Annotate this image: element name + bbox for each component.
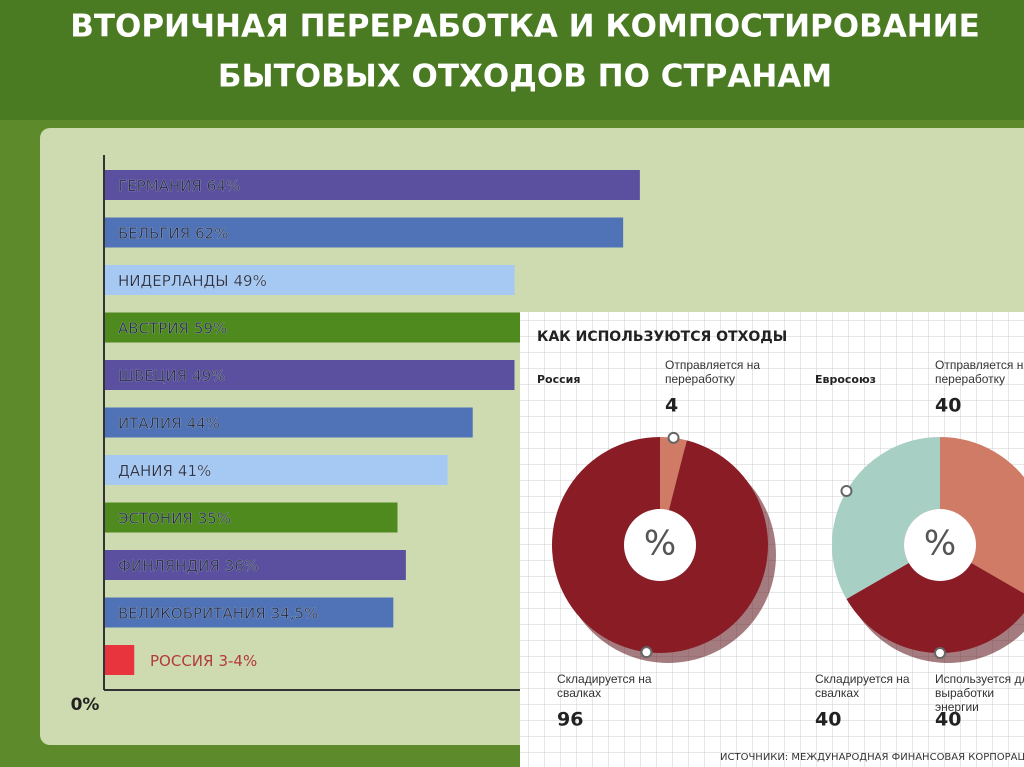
bar [105,312,599,343]
category-label: ДАНИЯ [118,462,173,480]
value-label: 49% [192,367,225,385]
bar-label: ГЕРМАНИЯ 64% [118,177,240,195]
title: ВТОРИЧНАЯ ПЕРЕРАБОТКА И КОМПОСТИРОВАНИЕ [70,9,980,45]
bar-label: ФИНЛЯНДИЯ 36% [118,557,258,575]
bar [105,550,406,580]
slice-label: Используется для выработки энергии [935,672,1024,714]
bar [105,170,640,200]
panel-title: КАК ИСПОЛЬЗУЮТСЯ ОТХОДЫ [537,329,787,345]
value-label: 62% [195,224,228,242]
donut-hole [624,509,696,581]
bar [105,407,473,438]
donut-slice [552,437,769,653]
category-label: РОССИЯ [150,652,213,670]
category-label: ВЕЛИКОБРИТАНИЯ [118,604,266,622]
bar-label: НИДЕРЛАНДЫ 49% [118,272,267,290]
category-label: ШВЕЦИЯ [118,367,187,385]
x-tick-label: 0% [71,695,100,715]
category-label: ГЕРМАНИЯ [118,177,202,195]
slice-value: 40 [935,395,961,417]
bar-label: ЭСТОНИЯ 35% [118,509,231,527]
bar [105,265,515,295]
bar-label: ДАНИЯ 41% [118,462,211,480]
slice-label: Складируется на свалках [557,672,652,700]
center-label: % [924,524,956,564]
value-label: 59% [194,319,227,337]
donut-slice [660,437,687,511]
callout-dot [667,431,680,444]
callout-dot [640,646,653,659]
bar [105,217,624,248]
category-label: ИТАЛИЯ [118,414,182,432]
value-label: 41% [178,462,211,480]
value-label: 49% [234,272,267,290]
category-label: АВСТРИЯ [118,319,189,337]
callout-dot [840,485,853,497]
slice-value: 96 [557,709,583,731]
bar [105,502,398,533]
slice-label: Отправляется на переработку [665,358,761,386]
donut-slice [846,563,1024,653]
bar-label: ВЕЛИКОБРИТАНИЯ 34,5% [118,604,318,622]
bar-label: БЕЛЬГИЯ 62% [118,224,228,242]
header-band [0,0,1024,120]
donut-slice [832,437,940,599]
donut-hole [904,509,976,581]
slice-value: 4 [665,395,678,417]
source: ИСТОЧНИКИ: МЕЖДУНАРОДНАЯ ФИНАНСОВАЯ КОРП… [720,752,1024,763]
bar [105,455,448,485]
donut-slice [940,437,1024,594]
value-label: 35% [198,509,231,527]
slice-label: Складируется на свалках [815,672,910,700]
category-label: ЭСТОНИЯ [118,509,193,527]
value-label: 34,5% [271,604,319,622]
bar-label: ИТАЛИЯ 44% [118,414,220,432]
center-label: % [644,524,676,564]
bar [105,597,394,628]
bar-label: АВСТРИЯ 59% [118,319,227,337]
title: БЫТОВЫХ ОТХОДОВ ПО СТРАНАМ [218,59,832,95]
category-label: НИДЕРЛАНДЫ [118,272,229,290]
bar-label: РОССИЯ 3-4% [150,652,257,670]
pie-title: Евросоюз [815,373,876,386]
bar-label: ШВЕЦИЯ 49% [118,367,225,385]
slice-value: 40 [815,709,841,731]
value-label: 44% [187,414,220,432]
category-label: БЕЛЬГИЯ [118,224,190,242]
slice-label: Отправляется на переработку [935,358,1024,386]
value-label: 36% [225,557,258,575]
value-label: 3-4% [218,652,257,670]
value-label: 64% [207,177,240,195]
callout-dot [934,647,946,659]
slice-value: 40 [935,709,961,731]
bar [105,360,515,390]
category-label: ФИНЛЯНДИЯ [118,557,220,575]
pie-title: Россия [537,373,580,386]
bar [105,645,135,675]
